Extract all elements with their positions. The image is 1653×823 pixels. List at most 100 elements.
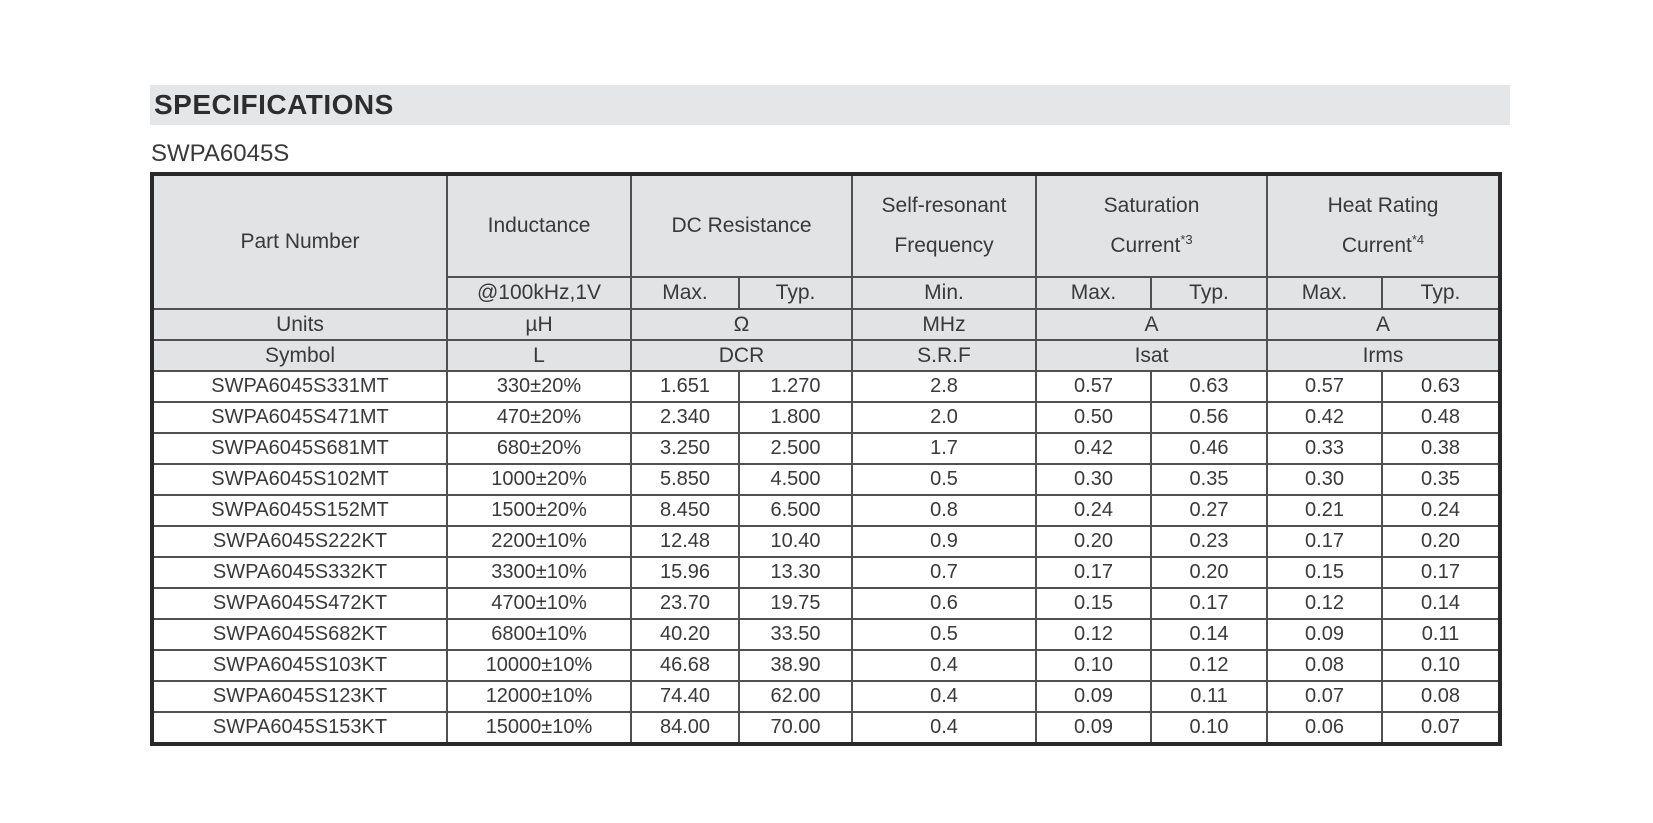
cell-isat-max: 0.20	[1035, 525, 1152, 558]
cell-irms-typ: 0.08	[1381, 680, 1502, 713]
cell-irms-max: 0.06	[1266, 711, 1384, 745]
cell-irms-typ: 0.63	[1381, 370, 1502, 403]
cell-isat-max: 0.10	[1035, 649, 1152, 682]
cell-isat-typ: 0.27	[1149, 494, 1269, 527]
cell-part-number: SWPA6045S472KT	[151, 587, 448, 620]
cell-irms-max: 0.15	[1266, 556, 1384, 589]
cell-isat-typ: 0.11	[1149, 680, 1269, 713]
part-series-subtitle: SWPA6045S	[151, 140, 290, 167]
cell-isat-max: 0.50	[1035, 401, 1152, 434]
cell-dcr-max: 3.250	[630, 432, 740, 465]
units-irms: A	[1266, 308, 1502, 341]
cell-dcr-max: 46.68	[630, 649, 740, 682]
cell-srf-min: 0.6	[851, 587, 1037, 620]
cell-dcr-typ: 10.40	[738, 525, 853, 558]
footnote-marker-3: *3	[1180, 232, 1193, 247]
cell-dcr-typ: 4.500	[738, 463, 853, 496]
cell-isat-typ: 0.14	[1149, 618, 1269, 651]
cell-inductance: 2200±10%	[446, 525, 632, 558]
cell-isat-max: 0.17	[1035, 556, 1152, 589]
cell-dcr-typ: 33.50	[738, 618, 853, 651]
cell-isat-max: 0.30	[1035, 463, 1152, 496]
units-row-label: Units	[151, 308, 448, 341]
cell-dcr-typ: 2.500	[738, 432, 853, 465]
units-isat: A	[1034, 308, 1269, 341]
cell-dcr-max: 2.340	[630, 401, 740, 434]
table-row: SWPA6045S102MT 1000±20% 5.850 4.500 0.5 …	[151, 463, 1502, 496]
cell-dcr-max: 15.96	[630, 556, 740, 589]
cell-irms-max: 0.09	[1266, 618, 1384, 651]
cell-irms-typ: 0.10	[1381, 649, 1502, 682]
cell-part-number: SWPA6045S152MT	[151, 494, 448, 527]
header-dcr-max: Max.	[630, 276, 740, 310]
table-row: SWPA6045S152MT 1500±20% 8.450 6.500 0.8 …	[151, 494, 1502, 527]
cell-dcr-typ: 13.30	[738, 556, 853, 589]
cell-srf-min: 0.9	[851, 525, 1037, 558]
symbol-inductance: L	[446, 339, 632, 372]
cell-isat-typ: 0.12	[1149, 649, 1269, 682]
cell-part-number: SWPA6045S681MT	[151, 432, 448, 465]
cell-part-number: SWPA6045S471MT	[151, 401, 448, 434]
cell-isat-typ: 0.23	[1149, 525, 1269, 558]
cell-irms-typ: 0.14	[1381, 587, 1502, 620]
cell-part-number: SWPA6045S332KT	[151, 556, 448, 589]
header-self-resonant-line1: Self-resonant	[881, 194, 1007, 217]
cell-inductance: 12000±10%	[446, 680, 632, 713]
cell-irms-max: 0.08	[1266, 649, 1384, 682]
table-row: SWPA6045S331MT 330±20% 1.651 1.270 2.8 0…	[151, 370, 1502, 403]
cell-irms-max: 0.57	[1266, 370, 1384, 403]
units-dcr: Ω	[630, 308, 853, 341]
cell-dcr-max: 8.450	[630, 494, 740, 527]
units-inductance: µH	[446, 308, 632, 341]
header-self-resonant-frequency: Self-resonant Frequency	[851, 173, 1037, 278]
header-irms-typ: Typ.	[1381, 276, 1502, 310]
cell-dcr-max: 1.651	[630, 370, 740, 403]
cell-srf-min: 0.4	[851, 649, 1037, 682]
cell-irms-max: 0.33	[1266, 432, 1384, 465]
header-srf-min: Min.	[851, 276, 1037, 310]
header-self-resonant-line2: Frequency	[894, 234, 994, 257]
cell-irms-typ: 0.17	[1381, 556, 1502, 589]
cell-srf-min: 0.4	[851, 711, 1037, 745]
cell-irms-typ: 0.48	[1381, 401, 1502, 434]
cell-isat-max: 0.12	[1035, 618, 1152, 651]
table-row: SWPA6045S681MT 680±20% 3.250 2.500 1.7 0…	[151, 432, 1502, 465]
cell-inductance: 3300±10%	[446, 556, 632, 589]
cell-dcr-typ: 38.90	[738, 649, 853, 682]
cell-isat-max: 0.42	[1035, 432, 1152, 465]
symbol-srf: S.R.F	[851, 339, 1037, 372]
cell-inductance: 6800±10%	[446, 618, 632, 651]
cell-irms-max: 0.17	[1266, 525, 1384, 558]
cell-isat-max: 0.24	[1035, 494, 1152, 527]
cell-isat-max: 0.15	[1035, 587, 1152, 620]
cell-part-number: SWPA6045S682KT	[151, 618, 448, 651]
cell-srf-min: 2.8	[851, 370, 1037, 403]
table-row: SWPA6045S471MT 470±20% 2.340 1.800 2.0 0…	[151, 401, 1502, 434]
cell-dcr-max: 40.20	[630, 618, 740, 651]
cell-srf-min: 0.5	[851, 463, 1037, 496]
cell-dcr-typ: 6.500	[738, 494, 853, 527]
cell-part-number: SWPA6045S331MT	[151, 370, 448, 403]
cell-inductance: 1500±20%	[446, 494, 632, 527]
header-inductance-condition: @100kHz,1V	[446, 276, 632, 310]
cell-irms-max: 0.07	[1266, 680, 1384, 713]
cell-part-number: SWPA6045S103KT	[151, 649, 448, 682]
header-saturation-current: Saturation Current*3	[1034, 173, 1269, 278]
cell-inductance: 15000±10%	[446, 711, 632, 745]
cell-inductance: 470±20%	[446, 401, 632, 434]
cell-dcr-max: 74.40	[630, 680, 740, 713]
cell-srf-min: 0.4	[851, 680, 1037, 713]
header-saturation-line2: Current*3	[1110, 232, 1193, 257]
cell-part-number: SWPA6045S153KT	[151, 711, 448, 745]
cell-srf-min: 0.5	[851, 618, 1037, 651]
cell-dcr-typ: 62.00	[738, 680, 853, 713]
page-title: SPECIFICATIONS	[154, 89, 394, 120]
header-heat-rating-current: Heat Rating Current*4	[1266, 173, 1502, 278]
table-row: SWPA6045S123KT 12000±10% 74.40 62.00 0.4…	[151, 680, 1502, 713]
cell-irms-max: 0.30	[1266, 463, 1384, 496]
cell-srf-min: 0.8	[851, 494, 1037, 527]
cell-part-number: SWPA6045S222KT	[151, 525, 448, 558]
footnote-marker-4: *4	[1411, 232, 1425, 247]
header-heat-line1: Heat Rating	[1327, 194, 1439, 217]
